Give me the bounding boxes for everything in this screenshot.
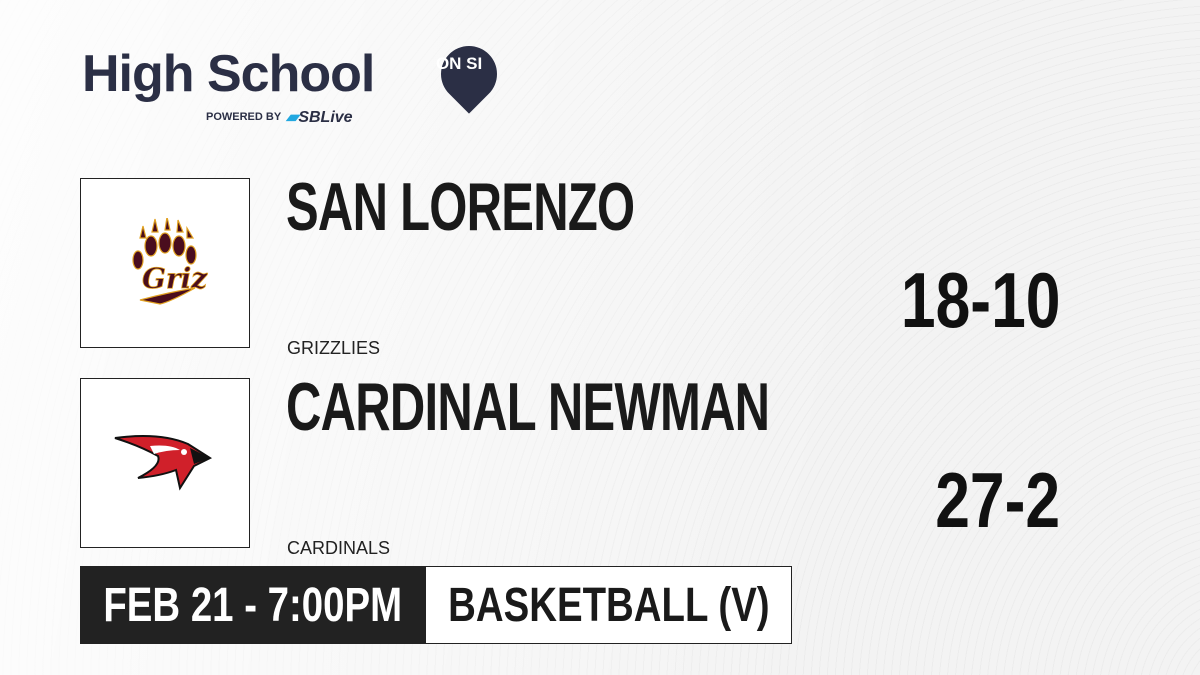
griz-paw-logo: Griz xyxy=(132,218,209,305)
team-mascot: GRIZZLIES xyxy=(287,338,381,358)
team-name: SAN LORENZO xyxy=(286,169,635,245)
brand-title: High School xyxy=(82,45,375,103)
game-datetime: FEB 21 - 7:00PM xyxy=(80,566,425,644)
team-record: 18-10 xyxy=(900,256,1060,344)
team-name: CARDINAL NEWMAN xyxy=(286,369,770,445)
sblive-logo: ▰SBLive xyxy=(286,109,353,126)
team-logo-cardinal-newman xyxy=(80,378,250,548)
powered-by-label: POWERED BY xyxy=(206,111,282,123)
team-record: 27-2 xyxy=(935,456,1060,544)
game-sport: BASKETBALL (V) xyxy=(425,566,792,644)
cardinal-bird-logo xyxy=(114,435,213,491)
team-mascot: CARDINALS xyxy=(287,538,391,558)
team-logo-san-lorenzo: Griz xyxy=(80,178,250,348)
svg-text:Griz: Griz xyxy=(142,262,208,295)
